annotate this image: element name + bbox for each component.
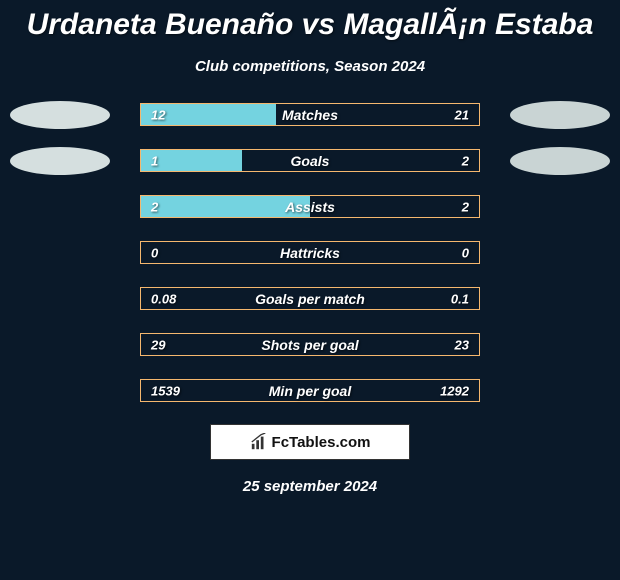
stat-row: 1 Goals 2 xyxy=(0,149,620,172)
stat-value-right: 2 xyxy=(462,199,469,214)
stat-bar: 0.08 Goals per match 0.1 xyxy=(140,287,480,310)
stat-row: 1539 Min per goal 1292 xyxy=(0,379,620,402)
stat-row: 2 Assists 2 xyxy=(0,195,620,218)
stat-bar: 1 Goals 2 xyxy=(140,149,480,172)
stat-row: 12 Matches 21 xyxy=(0,103,620,126)
team-oval-left xyxy=(10,101,110,129)
comparison-chart: 12 Matches 21 1 Goals 2 2 Assists 2 0 Hattricks 0 0.… xyxy=(0,103,620,402)
stat-row: 0.08 Goals per match 0.1 xyxy=(0,287,620,310)
stat-bar: 29 Shots per goal 23 xyxy=(140,333,480,356)
date-text: 25 september 2024 xyxy=(0,478,620,495)
stat-label: Goals per match xyxy=(255,291,365,307)
stat-bar: 12 Matches 21 xyxy=(140,103,480,126)
stat-value-left: 1539 xyxy=(151,383,180,398)
stat-label: Goals xyxy=(291,153,330,169)
stat-value-left: 12 xyxy=(151,107,165,122)
page-title: Urdaneta Buenaño vs MagallÃ¡n Estaba xyxy=(0,0,620,42)
team-oval-right xyxy=(510,147,610,175)
stat-value-left: 0.08 xyxy=(151,291,176,306)
stat-value-left: 1 xyxy=(151,153,158,168)
stat-bar: 2 Assists 2 xyxy=(140,195,480,218)
stat-bar: 0 Hattricks 0 xyxy=(140,241,480,264)
stat-value-right: 1292 xyxy=(440,383,469,398)
logo-text: FcTables.com xyxy=(272,434,371,451)
chart-icon xyxy=(250,433,268,451)
stat-label: Hattricks xyxy=(280,245,340,261)
team-oval-left xyxy=(10,147,110,175)
stat-value-left: 0 xyxy=(151,245,158,260)
team-oval-right xyxy=(510,101,610,129)
stat-row: 29 Shots per goal 23 xyxy=(0,333,620,356)
stat-value-right: 21 xyxy=(455,107,469,122)
subtitle: Club competitions, Season 2024 xyxy=(0,58,620,75)
stat-label: Min per goal xyxy=(269,383,351,399)
stat-value-right: 0.1 xyxy=(451,291,469,306)
logo-box[interactable]: FcTables.com xyxy=(210,424,410,460)
stat-value-right: 23 xyxy=(455,337,469,352)
stat-label: Matches xyxy=(282,107,338,123)
stat-label: Assists xyxy=(285,199,335,215)
stat-value-left: 29 xyxy=(151,337,165,352)
stat-bar: 1539 Min per goal 1292 xyxy=(140,379,480,402)
stat-value-left: 2 xyxy=(151,199,158,214)
stat-row: 0 Hattricks 0 xyxy=(0,241,620,264)
stat-value-right: 2 xyxy=(462,153,469,168)
stat-label: Shots per goal xyxy=(261,337,358,353)
stat-value-right: 0 xyxy=(462,245,469,260)
